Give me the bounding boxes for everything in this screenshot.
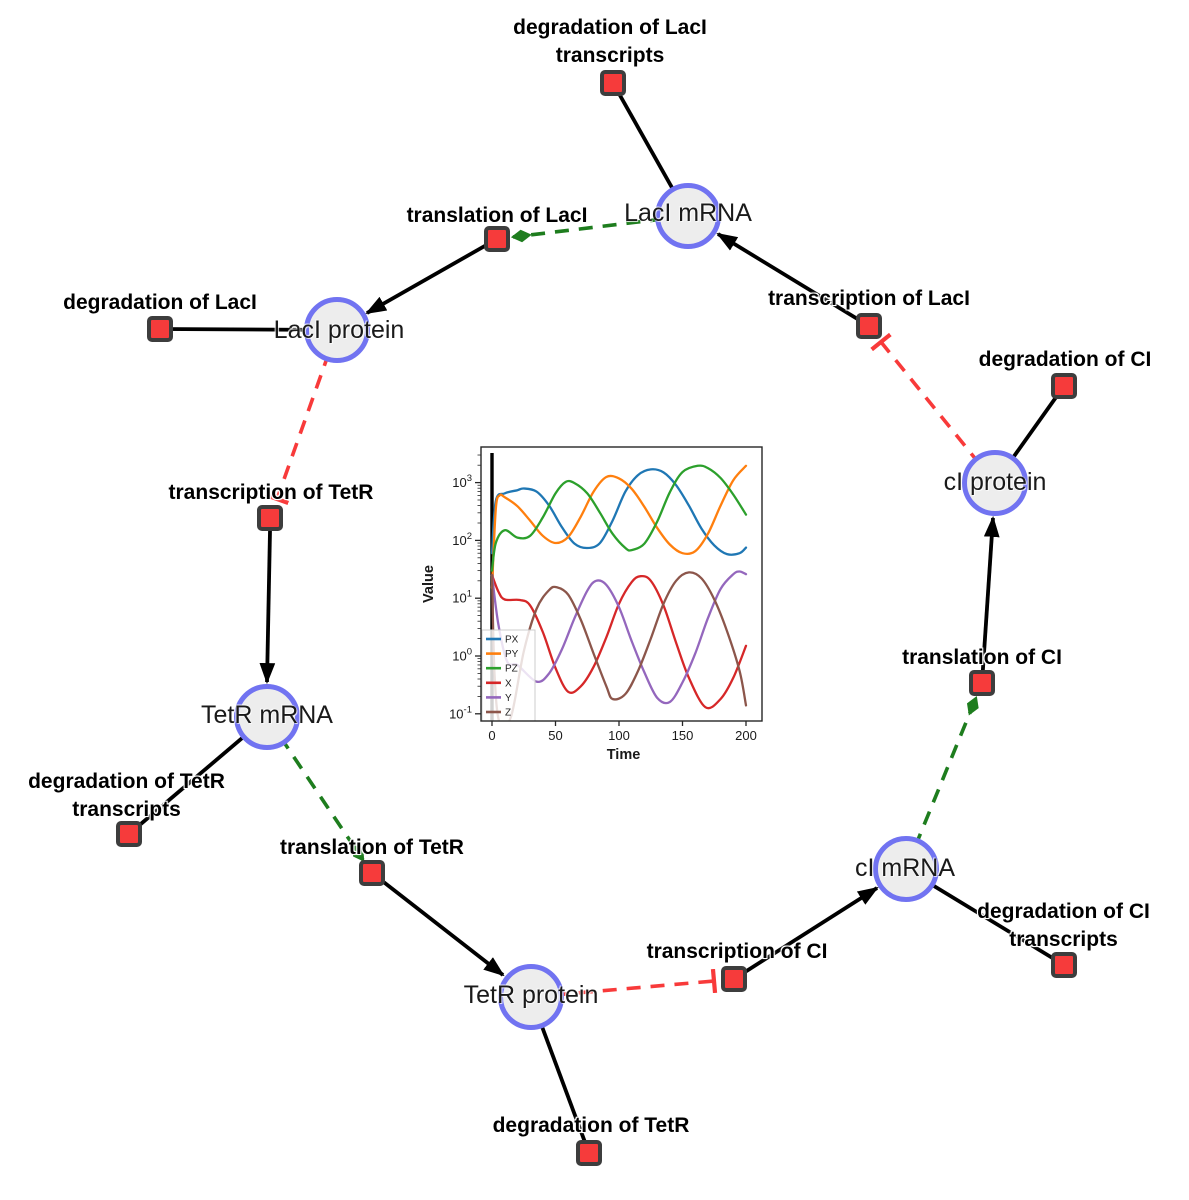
species-label-laci-mrna: LacI mRNA — [624, 199, 752, 227]
reaction-label-degradation-tetr-transcripts: degradation of TetR transcripts — [28, 770, 225, 821]
svg-text:10-1: 10-1 — [449, 704, 472, 721]
reaction-node-transcription-tetr[interactable] — [257, 505, 283, 531]
reaction-label-degradation-tetr: degradation of TetR — [492, 1114, 690, 1137]
edge-translation-lacI-to-protein — [365, 237, 498, 315]
species-label-ci-mrna: cI mRNA — [855, 854, 955, 882]
reaction-node-translation-ci[interactable] — [969, 670, 995, 696]
reaction-label-transcription-laci: transcription of LacI — [768, 287, 970, 310]
reaction-node-degradation-laci[interactable] — [147, 316, 173, 342]
legend-label-PY: PY — [505, 649, 519, 660]
species-label-tetr-protein: TetR protein — [463, 981, 599, 1009]
reaction-node-transcription-ci[interactable] — [721, 966, 747, 992]
reaction-node-degradation-ci-transcripts[interactable] — [1051, 952, 1077, 978]
svg-text:100: 100 — [608, 728, 630, 743]
svg-text:200: 200 — [735, 728, 757, 743]
reaction-label-transcription-ci: transcription of CI — [646, 940, 828, 963]
reaction-node-transcription-laci[interactable] — [856, 313, 882, 339]
species-label-laci-protein: LacI protein — [273, 316, 405, 344]
edge-translation-tetR-to-protein — [370, 871, 505, 977]
chart-ylabel: Value — [421, 565, 437, 603]
svg-text:150: 150 — [672, 728, 694, 743]
svg-text:103: 103 — [452, 473, 472, 490]
svg-text:101: 101 — [452, 589, 472, 606]
legend-label-PX: PX — [505, 635, 519, 646]
chart-legend — [481, 629, 536, 722]
reaction-node-degradation-laci-transcripts[interactable] — [600, 70, 626, 96]
reaction-label-degradation-ci: degradation of CI — [978, 348, 1152, 371]
reaction-node-degradation-ci[interactable] — [1051, 373, 1077, 399]
reaction-node-translation-tetr[interactable] — [359, 860, 385, 886]
edge-transcription-tetR-to-mrna — [259, 530, 276, 685]
reaction-label-translation-tetr: translation of TetR — [280, 836, 464, 859]
svg-text:100: 100 — [452, 647, 472, 664]
legend-label-PZ: PZ — [505, 664, 518, 675]
time-series-chart: 0 50 100 150 200 10-1 100 101 102 103 Time Value PX P… — [421, 446, 763, 763]
svg-text:0: 0 — [488, 728, 495, 743]
species-label-tetr-mrna: TetR mRNA — [201, 701, 333, 729]
legend-label-Y: Y — [505, 693, 512, 704]
reaction-label-degradation-laci: degradation of LacI — [63, 291, 257, 314]
reaction-node-degradation-tetr-transcripts[interactable] — [116, 821, 142, 847]
reaction-label-transcription-tetr: transcription of TetR — [168, 481, 374, 504]
reaction-label-degradation-laci-transcripts: degradation of LacI transcripts — [513, 16, 707, 67]
legend-label-Z: Z — [505, 708, 511, 719]
species-label-ci-protein: cI protein — [943, 468, 1047, 496]
svg-text:50: 50 — [548, 728, 562, 743]
legend-label-X: X — [505, 678, 512, 689]
chart-xlabel: Time — [607, 747, 641, 763]
svg-text:102: 102 — [452, 531, 472, 548]
reaction-node-degradation-tetr[interactable] — [576, 1140, 602, 1166]
reaction-label-translation-ci: translation of CI — [902, 646, 1062, 669]
reaction-label-degradation-ci-transcripts: degradation of CI transcripts — [977, 900, 1150, 951]
